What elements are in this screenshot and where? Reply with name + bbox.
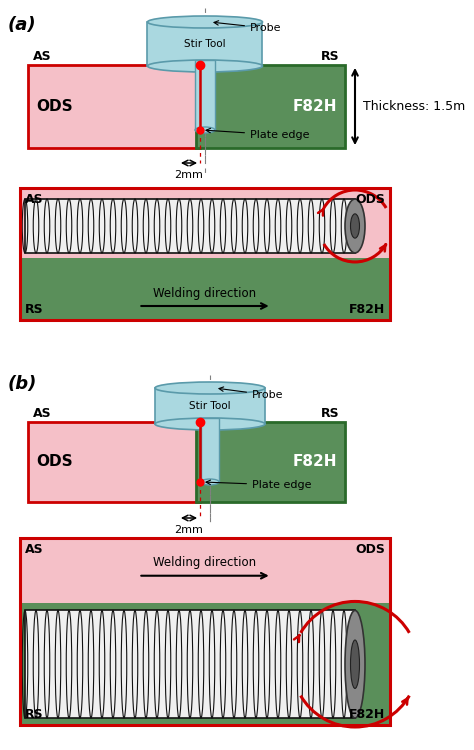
FancyBboxPatch shape (196, 65, 345, 148)
FancyBboxPatch shape (25, 610, 355, 718)
Text: AS: AS (25, 193, 44, 206)
FancyBboxPatch shape (147, 22, 263, 66)
Text: 2mm: 2mm (174, 170, 203, 180)
Text: Stir Tool: Stir Tool (184, 39, 226, 49)
Text: AS: AS (33, 50, 52, 63)
Text: Probe: Probe (219, 387, 283, 400)
Text: F82H: F82H (292, 99, 337, 114)
Ellipse shape (345, 610, 365, 718)
FancyBboxPatch shape (20, 258, 390, 320)
Text: ODS: ODS (355, 543, 385, 556)
Text: Welding direction: Welding direction (154, 556, 256, 568)
Ellipse shape (350, 640, 359, 688)
Text: ODS: ODS (36, 454, 73, 470)
FancyBboxPatch shape (20, 604, 390, 725)
Text: Welding direction: Welding direction (154, 287, 256, 300)
Text: Plate edge: Plate edge (206, 480, 311, 490)
Text: Plate edge: Plate edge (206, 128, 310, 140)
Text: RS: RS (25, 303, 44, 316)
Text: RS: RS (321, 50, 340, 63)
Text: F82H: F82H (349, 708, 385, 721)
Text: Thickness: 1.5m: Thickness: 1.5m (363, 100, 465, 113)
Ellipse shape (147, 16, 263, 28)
FancyBboxPatch shape (28, 422, 200, 502)
Text: RS: RS (25, 708, 44, 721)
Text: 2mm: 2mm (174, 525, 203, 535)
Text: (a): (a) (8, 16, 36, 34)
Text: F82H: F82H (292, 454, 337, 470)
Text: Stir Tool: Stir Tool (189, 401, 231, 411)
Text: (b): (b) (8, 375, 37, 393)
Ellipse shape (195, 127, 215, 133)
Text: AS: AS (33, 407, 52, 420)
Text: AS: AS (25, 543, 44, 556)
Text: ODS: ODS (36, 99, 73, 114)
Text: Probe: Probe (214, 21, 282, 33)
FancyBboxPatch shape (201, 418, 219, 482)
FancyBboxPatch shape (25, 199, 355, 253)
Ellipse shape (201, 479, 219, 485)
Text: ODS: ODS (355, 193, 385, 206)
Ellipse shape (147, 60, 263, 72)
FancyBboxPatch shape (196, 422, 345, 502)
FancyBboxPatch shape (155, 388, 265, 424)
Text: RS: RS (321, 407, 340, 420)
Ellipse shape (345, 199, 365, 253)
FancyBboxPatch shape (20, 188, 390, 258)
Ellipse shape (155, 418, 265, 430)
Text: F82H: F82H (349, 303, 385, 316)
FancyBboxPatch shape (28, 65, 200, 148)
FancyBboxPatch shape (195, 60, 215, 130)
FancyBboxPatch shape (20, 538, 390, 604)
Ellipse shape (350, 214, 359, 238)
Ellipse shape (155, 382, 265, 394)
